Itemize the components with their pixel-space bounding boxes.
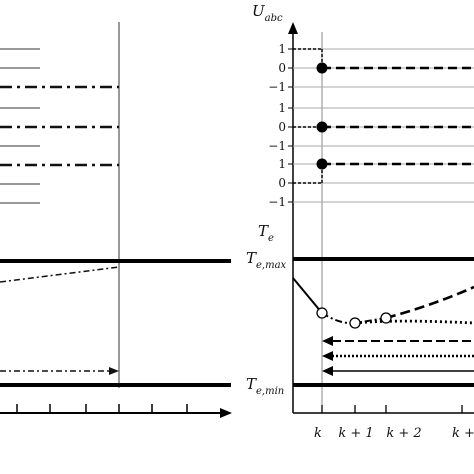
phase-a-switch-point	[316, 62, 328, 74]
phase-b-tick-minus1: −1	[268, 139, 286, 153]
torque-dotted-prediction	[354, 319, 474, 325]
u-abc-label: Uabc	[252, 2, 283, 24]
te-max-label: Te,max	[246, 249, 287, 271]
right-y-axis-arrow	[288, 22, 298, 34]
torque-history-curve	[292, 277, 323, 314]
phase-b-tick-0: 0	[278, 120, 286, 134]
time-label-k: k	[314, 426, 322, 441]
time-tick-labels: k k + 1 k + 2 k +	[314, 426, 474, 441]
phase-c-tick-0: 0	[278, 176, 286, 190]
torque-point-k2	[380, 312, 392, 324]
phase-grid	[293, 48, 474, 203]
right-panel	[288, 22, 474, 414]
left-torque-curve	[0, 266, 120, 283]
axis-labels: Uabc Te Te,max Te,min	[246, 2, 287, 397]
horizon-arrow-solid-head	[322, 366, 333, 376]
phase-a-tick-minus1: −1	[268, 80, 286, 94]
te-label: Te	[258, 222, 274, 244]
phase-a-signal	[293, 48, 474, 74]
left-time-axis-arrow	[220, 408, 232, 418]
phase-c-tick-minus1: −1	[268, 195, 286, 209]
left-panel	[0, 22, 232, 418]
torque-point-k	[316, 307, 328, 319]
torque-point-k1	[349, 317, 361, 329]
horizon-arrow-dotted-head	[322, 351, 333, 361]
time-label-k1: k + 1	[338, 426, 373, 441]
phase-b-tick-1: 1	[278, 101, 286, 115]
phase-c-switch-point	[316, 158, 328, 170]
phase-b-signal	[293, 121, 474, 133]
phase-b-switch-point	[316, 121, 328, 133]
te-min-label: Te,min	[246, 375, 284, 397]
time-label-k3: k +	[452, 426, 474, 441]
torque-dashed-prediction	[385, 285, 474, 320]
phase-c-tick-1: 1	[278, 157, 286, 171]
time-label-k2: k + 2	[386, 426, 421, 441]
phase-c-signal	[293, 158, 474, 184]
phase-tick-labels: 1 0 −1 1 0 −1 1 0 −1	[268, 42, 286, 209]
phase-a-tick-0: 0	[278, 61, 286, 75]
left-arrow-head	[109, 367, 119, 375]
phase-a-tick-1: 1	[278, 42, 286, 56]
horizon-arrow-dashed-head	[322, 336, 333, 346]
phase-axis-ticks	[288, 48, 293, 203]
